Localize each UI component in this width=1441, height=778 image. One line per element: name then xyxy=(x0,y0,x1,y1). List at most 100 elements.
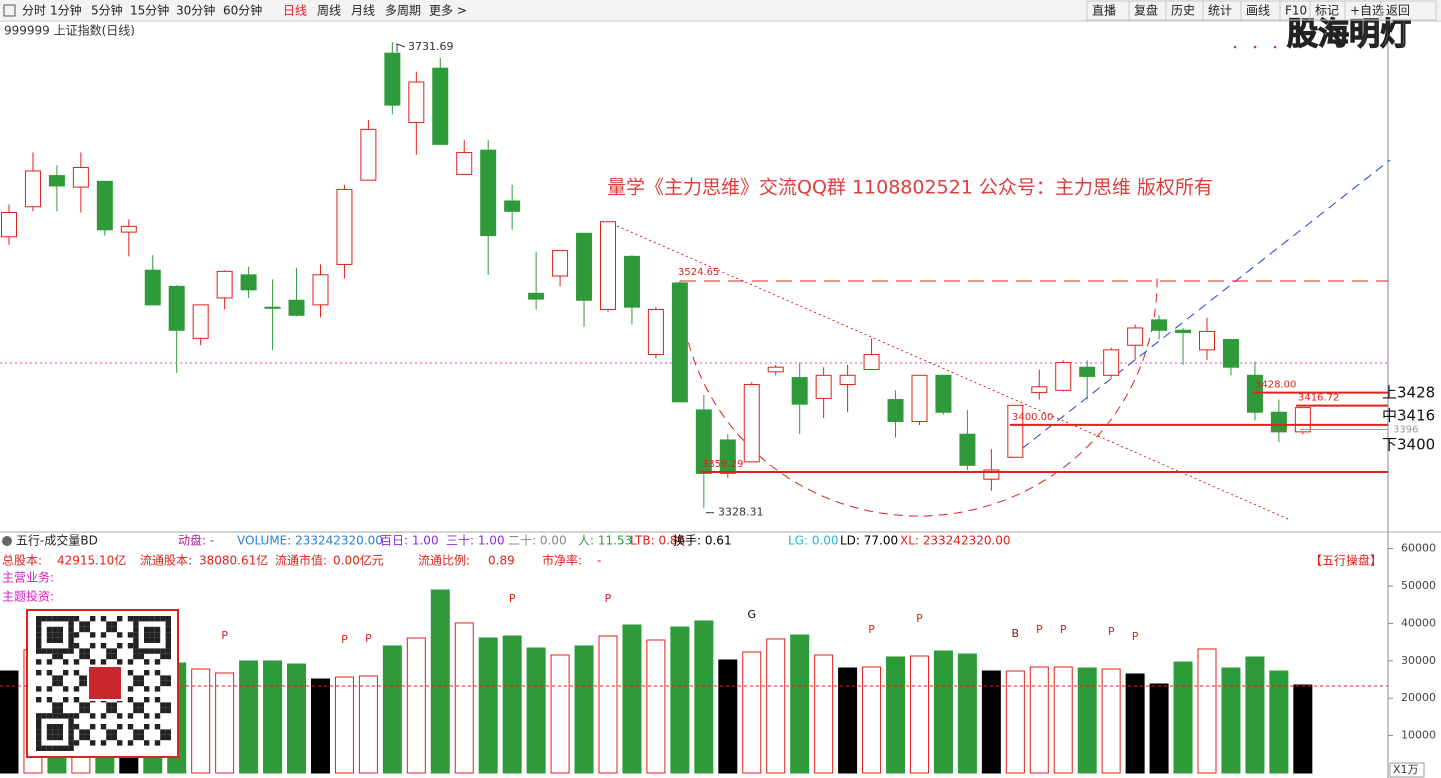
qr-cell xyxy=(160,648,166,654)
qr-cell xyxy=(133,648,139,654)
candle-body xyxy=(671,282,688,403)
qr-cell xyxy=(138,707,144,714)
qr-cell xyxy=(138,653,144,660)
qr-cell xyxy=(46,686,53,692)
qr-cell xyxy=(68,637,74,643)
qr-cell xyxy=(57,675,63,681)
qr-cell xyxy=(149,648,155,654)
volume-bar xyxy=(1053,666,1073,774)
qr-cell xyxy=(111,729,117,735)
qr-cell xyxy=(73,713,80,719)
qr-cell xyxy=(46,729,53,735)
qr-cell xyxy=(127,697,134,703)
volume-bar xyxy=(215,672,235,774)
volume-bar xyxy=(598,635,618,774)
qr-cell xyxy=(90,740,96,746)
qr-cell xyxy=(52,626,58,633)
toolbar-button[interactable]: F10 xyxy=(1285,4,1307,18)
volume-bar xyxy=(1005,670,1025,774)
toolbar-button[interactable]: +自选 xyxy=(1350,4,1384,18)
badge[interactable]: 【五行操盘】 xyxy=(1310,553,1382,568)
candle-body xyxy=(96,180,113,231)
qr-cell xyxy=(138,648,144,654)
toolbar-button[interactable]: 复盘 xyxy=(1134,3,1158,18)
tab[interactable]: 周线 xyxy=(317,4,341,18)
qr-cell xyxy=(84,707,90,714)
signal: B xyxy=(1012,627,1020,640)
volume-bar xyxy=(191,668,211,774)
qr-cell xyxy=(57,626,63,633)
qr-cell xyxy=(138,680,144,687)
qr-cell xyxy=(36,626,42,633)
indicator: LTB: 0.86 xyxy=(630,534,685,548)
toolbar-button[interactable]: 画线 xyxy=(1246,4,1270,18)
qr-cell xyxy=(144,724,150,730)
qr-cell xyxy=(111,621,117,627)
qr-cell xyxy=(52,734,58,741)
tab[interactable]: 30分钟 xyxy=(176,3,215,18)
qr-cell xyxy=(46,659,53,665)
qr-cell xyxy=(149,616,155,622)
volume-bar xyxy=(526,647,546,774)
tab[interactable]: 15分钟 xyxy=(130,3,169,18)
tab[interactable]: 日线 xyxy=(283,4,307,18)
info-item: - xyxy=(597,554,601,568)
menu-icon[interactable] xyxy=(3,4,16,17)
tab[interactable]: 多周期 xyxy=(385,4,421,18)
toolbar-button[interactable]: 直播 xyxy=(1092,4,1116,18)
qr-cell xyxy=(133,707,139,714)
volume-bar xyxy=(502,635,522,774)
candle-body xyxy=(1127,327,1144,346)
candle-body xyxy=(168,285,185,331)
tab[interactable]: 5分钟 xyxy=(91,3,123,18)
qr-code xyxy=(36,616,171,751)
qr-cell xyxy=(165,734,171,741)
qr-cell xyxy=(160,702,166,708)
qr-cell xyxy=(63,659,69,665)
qr-cell xyxy=(100,643,107,649)
qr-cell xyxy=(73,697,80,703)
qr-cell xyxy=(144,686,150,692)
candle-body xyxy=(743,384,760,463)
qr-cell xyxy=(154,697,161,703)
toolbar-button[interactable]: 标记 xyxy=(1315,4,1339,18)
panel-icon[interactable] xyxy=(2,536,12,546)
qr-cell xyxy=(165,707,171,714)
qr-cell xyxy=(117,643,123,649)
qr-cell xyxy=(154,616,161,622)
level-label: 3416.72 xyxy=(1298,393,1339,404)
qr-cell xyxy=(117,616,123,622)
qr-cell xyxy=(154,670,161,676)
qr-cell xyxy=(160,616,166,622)
qr-cell xyxy=(36,734,42,741)
volume-bar xyxy=(886,656,906,774)
qr-cell xyxy=(160,729,166,735)
toolbar-button[interactable]: 统计 xyxy=(1208,4,1232,18)
qr-cell xyxy=(68,734,74,741)
qr-cell xyxy=(84,626,90,633)
candle-body xyxy=(1175,329,1192,334)
qr-cell xyxy=(41,713,47,719)
tab[interactable]: 月线 xyxy=(351,4,375,18)
tab[interactable]: 1分钟 xyxy=(50,3,82,18)
tab[interactable]: 分时 xyxy=(22,4,46,18)
volume-bar xyxy=(838,667,858,774)
qr-cell xyxy=(106,702,112,708)
qr-cell xyxy=(46,697,53,703)
qr-cell xyxy=(138,729,144,735)
volume-bar xyxy=(909,655,929,774)
toolbar-button[interactable]: 返回 xyxy=(1386,4,1410,18)
qr-cell xyxy=(138,734,144,741)
qr-cell xyxy=(63,648,69,654)
candle-body xyxy=(312,274,329,306)
toolbar-button[interactable]: 历史 xyxy=(1171,4,1195,18)
qr-cell xyxy=(68,724,74,730)
tab[interactable]: 更多 > xyxy=(429,4,467,18)
qr-cell xyxy=(149,626,155,633)
candle-body xyxy=(48,175,65,187)
y-tick-label: 50000 xyxy=(1401,579,1436,592)
volume-bar xyxy=(1125,673,1145,774)
tab[interactable]: 60分钟 xyxy=(223,3,262,18)
qr-cell xyxy=(133,729,139,735)
qr-cell xyxy=(111,626,117,633)
